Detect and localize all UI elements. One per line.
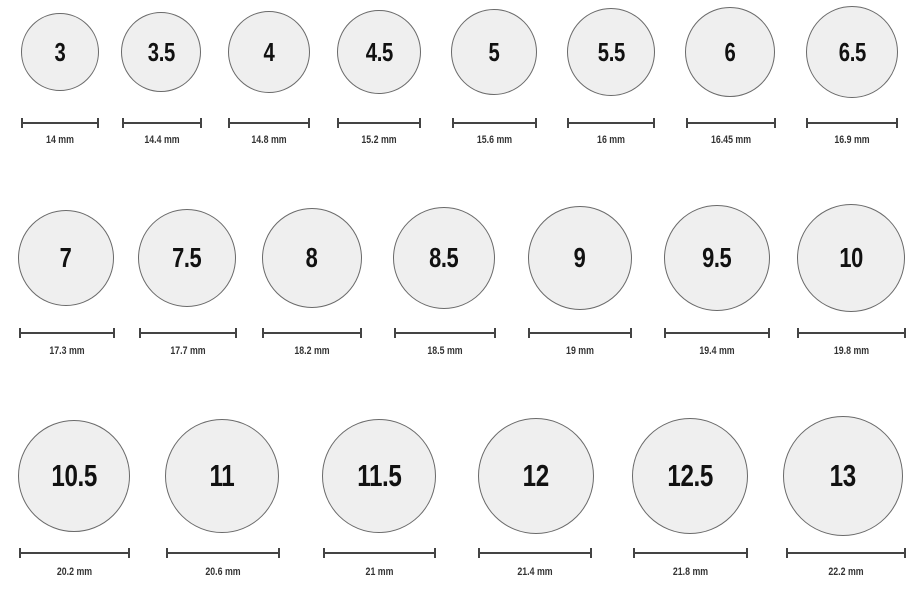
ring-size-label: 7 xyxy=(60,242,72,273)
diameter-measure-line xyxy=(19,328,115,338)
ring-circle: 4.5 xyxy=(337,10,421,94)
ring-size-label: 5.5 xyxy=(597,36,625,67)
diameter-measure-line xyxy=(478,548,592,558)
ring-circle: 3 xyxy=(21,13,99,91)
ring-circle: 3.5 xyxy=(121,12,201,92)
diameter-measure-line xyxy=(262,328,362,338)
ring-circle: 8.5 xyxy=(393,207,495,309)
ring-size-label: 3 xyxy=(54,36,66,67)
ring-size-label: 12.5 xyxy=(667,458,713,493)
diameter-measure-line xyxy=(21,118,99,128)
diameter-measure-line xyxy=(139,328,237,338)
ring-size-label: 10 xyxy=(839,242,863,273)
diameter-label: 20.6 mm xyxy=(205,566,241,578)
ring-size-label: 3.5 xyxy=(147,36,175,67)
diameter-measure-line xyxy=(797,328,906,338)
diameter-measure-line xyxy=(633,548,748,558)
diameter-label: 15.6 mm xyxy=(476,134,513,146)
ring-circle: 5.5 xyxy=(567,8,655,96)
diameter-label: 17.7 mm xyxy=(170,345,206,357)
ring-size-label: 4 xyxy=(263,36,275,67)
ring-circle: 12.5 xyxy=(632,418,748,534)
diameter-label: 21.4 mm xyxy=(517,566,553,578)
ring-size-label: 4.5 xyxy=(365,36,393,67)
ring-size-label: 6 xyxy=(724,36,736,67)
ring-circle: 8 xyxy=(262,208,362,308)
ring-circle: 4 xyxy=(228,11,310,93)
diameter-label: 14 mm xyxy=(46,134,74,146)
diameter-measure-line xyxy=(567,118,655,128)
ring-circle: 6 xyxy=(685,7,775,97)
diameter-measure-line xyxy=(228,118,310,128)
diameter-label: 19.4 mm xyxy=(699,345,735,357)
ring-size-label: 11 xyxy=(209,458,235,493)
ring-circle: 6.5 xyxy=(806,6,898,98)
diameter-label: 16.45 mm xyxy=(710,134,752,146)
ring-size-label: 8.5 xyxy=(429,242,459,273)
diameter-label: 20.2 mm xyxy=(56,566,93,578)
ring-size-label: 8 xyxy=(306,242,318,273)
ring-circle: 10.5 xyxy=(18,420,130,532)
ring-circle: 11 xyxy=(165,419,279,533)
ring-size-label: 5 xyxy=(488,36,500,67)
ring-circle: 7.5 xyxy=(138,209,236,307)
diameter-label: 19 mm xyxy=(566,345,594,357)
diameter-measure-line xyxy=(166,548,280,558)
diameter-label: 14.4 mm xyxy=(144,134,180,146)
ring-size-label: 10.5 xyxy=(51,458,97,493)
diameter-label: 14.8 mm xyxy=(251,134,287,146)
ring-circle: 5 xyxy=(451,9,537,95)
ring-size-label: 12 xyxy=(522,458,550,493)
ring-size-label: 11.5 xyxy=(356,458,402,493)
diameter-label: 21.8 mm xyxy=(672,566,709,578)
diameter-label: 18.5 mm xyxy=(427,345,463,357)
diameter-measure-line xyxy=(786,548,906,558)
diameter-measure-line xyxy=(394,328,496,338)
diameter-measure-line xyxy=(806,118,898,128)
diameter-measure-line xyxy=(664,328,770,338)
diameter-measure-line xyxy=(686,118,776,128)
ring-circle: 9.5 xyxy=(664,205,770,311)
diameter-measure-line xyxy=(452,118,537,128)
diameter-label: 17.3 mm xyxy=(49,345,85,357)
diameter-label: 18.2 mm xyxy=(294,345,330,357)
ring-circle: 9 xyxy=(528,206,632,310)
diameter-measure-line xyxy=(337,118,421,128)
diameter-label: 15.2 mm xyxy=(361,134,397,146)
diameter-label: 16 mm xyxy=(597,134,625,146)
ring-circle: 7 xyxy=(18,210,114,306)
ring-size-label: 7.5 xyxy=(172,242,202,273)
diameter-measure-line xyxy=(528,328,632,338)
ring-circle: 13 xyxy=(783,416,903,536)
ring-size-label: 6.5 xyxy=(838,36,866,67)
ring-circle: 10 xyxy=(797,204,905,312)
ring-size-label: 9 xyxy=(574,242,586,273)
diameter-measure-line xyxy=(122,118,202,128)
ring-size-label: 9.5 xyxy=(702,242,732,273)
ring-circle: 11.5 xyxy=(322,419,436,533)
diameter-label: 21 mm xyxy=(365,566,394,578)
diameter-measure-line xyxy=(19,548,130,558)
diameter-label: 16.9 mm xyxy=(834,134,870,146)
ring-circle: 12 xyxy=(478,418,594,534)
diameter-measure-line xyxy=(323,548,436,558)
diameter-label: 22.2 mm xyxy=(828,566,864,578)
diameter-label: 19.8 mm xyxy=(833,345,870,357)
ring-size-label: 13 xyxy=(829,458,857,493)
